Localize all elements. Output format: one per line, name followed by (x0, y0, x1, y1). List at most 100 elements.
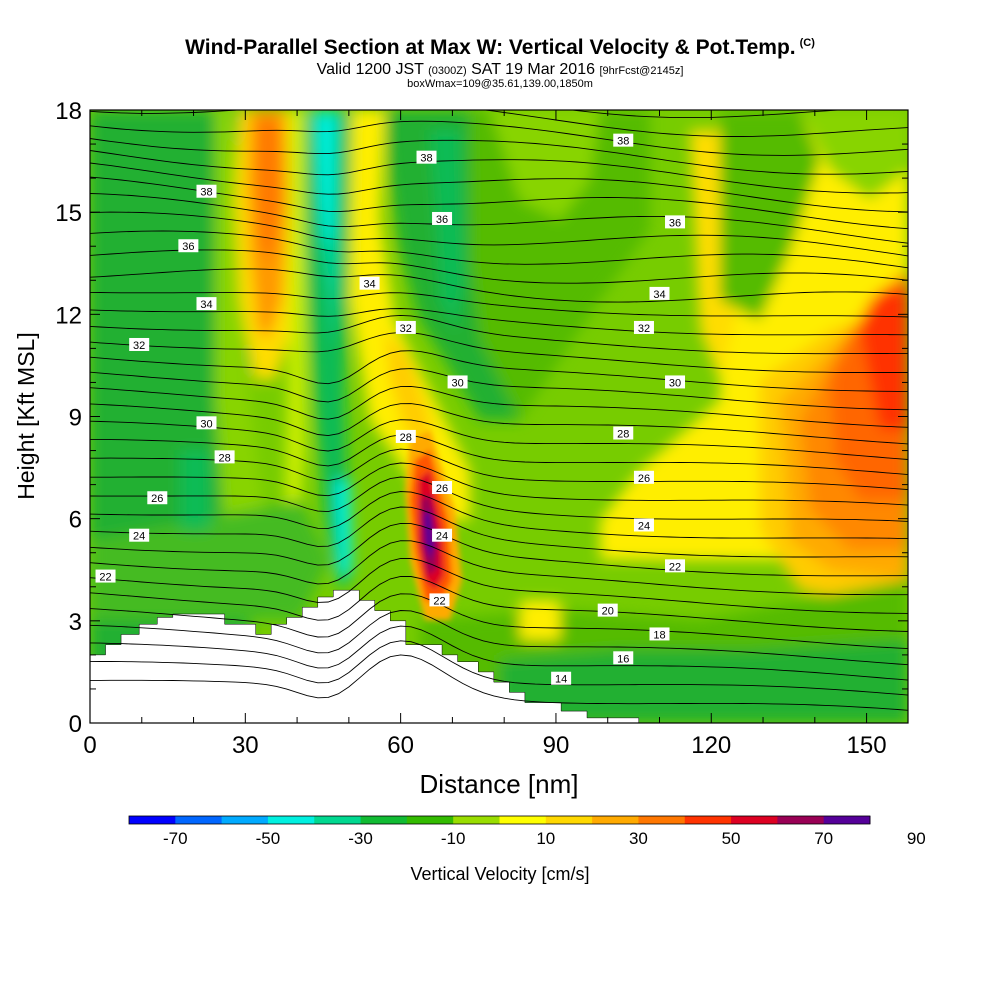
colorbar-frame (128, 815, 871, 825)
contour-label-bg (395, 429, 416, 443)
isentrope-line (90, 640, 908, 696)
isentrope-line (90, 291, 908, 318)
colorbar-tick-label: -70 (163, 829, 188, 848)
chart-title: Wind-Parallel Section at Max W: Vertical… (185, 36, 815, 59)
copyright-mark: (C) (799, 37, 815, 49)
contour-label-bg (649, 286, 670, 300)
contour-label-bg (665, 559, 686, 573)
contour-label-bg (129, 337, 150, 351)
colorbar-tick-label: 30 (629, 829, 648, 848)
contour-label-bg (196, 184, 217, 198)
contour-label: 26 (436, 483, 448, 495)
colorbar-swatch (545, 816, 593, 824)
x-tick-label: 0 (83, 732, 96, 759)
contour-label-bg (597, 603, 618, 617)
isentrope-line (90, 434, 908, 476)
isentrope-line (90, 230, 908, 269)
contour-label: 38 (200, 187, 212, 199)
isentrope-line (90, 462, 908, 506)
isentrope-line (90, 419, 908, 460)
colorbar-swatch (823, 816, 871, 824)
isentrope-contours (90, 110, 908, 711)
contour-label: 22 (99, 572, 111, 584)
isentrope-line (90, 506, 908, 558)
isentrope-line (90, 120, 908, 156)
isentrope-line (90, 625, 908, 681)
contour-label: 36 (436, 214, 448, 226)
contour-label-bg (359, 276, 380, 290)
contour-label-bg (432, 481, 453, 495)
contour-label-bg (633, 518, 654, 532)
contour-label-bg (196, 416, 217, 430)
colorbar-swatch (406, 816, 454, 824)
x-tick-label: 120 (691, 732, 731, 759)
contour-label: 26 (151, 493, 163, 505)
contour-label-bg (429, 593, 450, 607)
contour-label-bg (196, 297, 217, 311)
contour-label: 30 (669, 377, 681, 389)
isentrope-line (90, 491, 908, 540)
isentrope-line (90, 162, 908, 213)
contour-label: 32 (133, 340, 145, 352)
contour-label: 30 (451, 377, 463, 389)
colorbar-swatch (267, 816, 315, 824)
colorbar-swatch (592, 816, 639, 824)
isentrope-line (90, 368, 908, 411)
isentrope-line (569, 110, 847, 119)
contour-label-bg (613, 426, 634, 440)
x-tick-label: 30 (232, 732, 259, 759)
isentrope-line (90, 193, 908, 244)
contour-label: 18 (653, 629, 665, 641)
contour-label: 30 (200, 418, 212, 430)
y-tick-label: 15 (55, 200, 82, 227)
contour-label: 14 (555, 674, 567, 686)
y-tick-label: 3 (69, 609, 82, 636)
isentrope-line (90, 558, 908, 614)
contour-label-bg (432, 528, 453, 542)
isentrope-line (90, 138, 908, 175)
colorbar-swatch (314, 816, 362, 824)
isentrope-line (90, 403, 908, 445)
contour-label-bg (613, 651, 634, 665)
isentrope-line (90, 308, 908, 336)
contour-label-bg (432, 211, 453, 225)
contour-label-bg (95, 569, 116, 583)
contour-label: 24 (638, 520, 650, 532)
colorbar-tick-label: 90 (907, 829, 926, 848)
colorbar: -70 -50 -30 -10 10 30 50 70 90 (128, 815, 926, 848)
colorbar-swatch (731, 816, 778, 824)
contour-label-bg (416, 150, 437, 164)
colorbar-swatch (453, 816, 500, 824)
colorbar-tick-label: 70 (814, 829, 833, 848)
contour-label-bg (613, 133, 634, 147)
contour-labels: 38 36 34 32 30 28 26 24 22 38 36 34 32 30 28 26 24 22 38 36… (95, 133, 686, 686)
contour-label: 24 (133, 531, 145, 543)
isentrope-line (90, 350, 908, 392)
contour-label: 34 (200, 299, 212, 311)
isentrope-line (90, 610, 908, 666)
contour-label-bg (147, 491, 168, 505)
y-tick-label: 18 (55, 98, 82, 125)
colorbar-tick-label: -10 (441, 829, 466, 848)
colorbar-swatch (175, 816, 223, 824)
isentrope-line (90, 540, 908, 596)
contour-label-bg (665, 215, 686, 229)
colorbar-swatch (221, 816, 269, 824)
isentrope-line (90, 211, 908, 257)
contour-label: 36 (182, 241, 194, 253)
isentrope-line (90, 110, 908, 137)
isentrope-line (90, 385, 908, 428)
isentrope-line (90, 268, 908, 303)
contour-label: 34 (363, 279, 375, 291)
y-tick-label: 9 (69, 405, 82, 432)
box-info: boxWmax=109@35.61,139.00,1850m (407, 78, 593, 90)
x-tick-label: 150 (847, 732, 887, 759)
y-tick-label: 12 (55, 302, 82, 329)
contour-label-bg (447, 375, 468, 389)
contour-label-bg (129, 528, 150, 542)
colorbar-tick-label: 10 (536, 829, 555, 848)
contour-label: 28 (218, 452, 230, 464)
contour-label-bg (649, 627, 670, 641)
isentrope-line (90, 331, 908, 373)
